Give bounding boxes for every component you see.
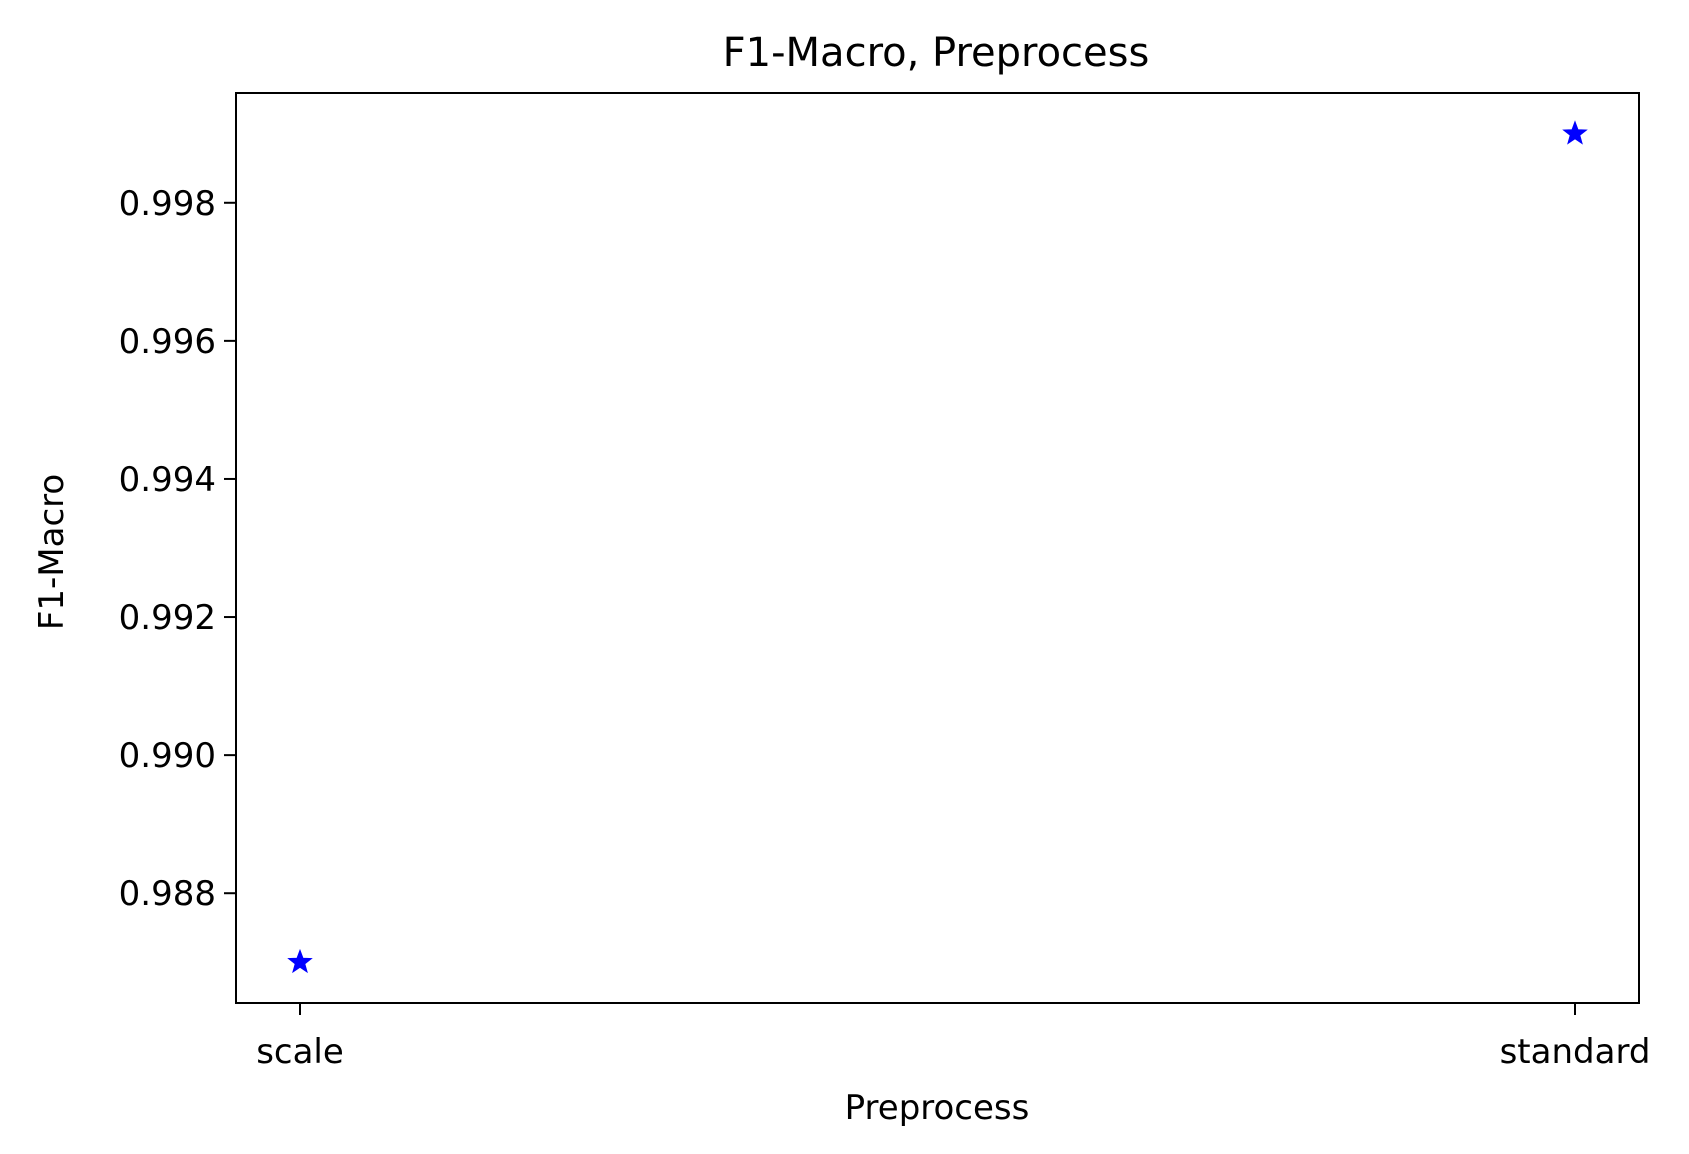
y-axis: 0.988 0.990 0.992 0.994 0.996 0.998 xyxy=(119,184,236,914)
x-axis: scale standard xyxy=(256,1003,1650,1072)
y-axis-label: F1-Macro xyxy=(32,474,72,630)
y-tick-label: 0.990 xyxy=(119,736,216,776)
x-axis-label: Preprocess xyxy=(845,1088,1030,1128)
y-tick-label: 0.992 xyxy=(119,598,216,638)
y-tick-label: 0.994 xyxy=(119,460,216,500)
data-point-standard xyxy=(1562,120,1588,145)
y-tick-label: 0.988 xyxy=(119,874,216,914)
x-tick-label-scale: scale xyxy=(256,1032,344,1072)
y-tick-label: 0.996 xyxy=(119,322,216,362)
chart-title: F1-Macro, Preprocess xyxy=(723,30,1150,76)
data-points xyxy=(287,120,1588,974)
x-tick-label-standard: standard xyxy=(1500,1032,1651,1072)
y-tick-label: 0.998 xyxy=(119,184,216,224)
data-point-scale xyxy=(287,948,313,974)
plot-area xyxy=(235,92,1640,1004)
